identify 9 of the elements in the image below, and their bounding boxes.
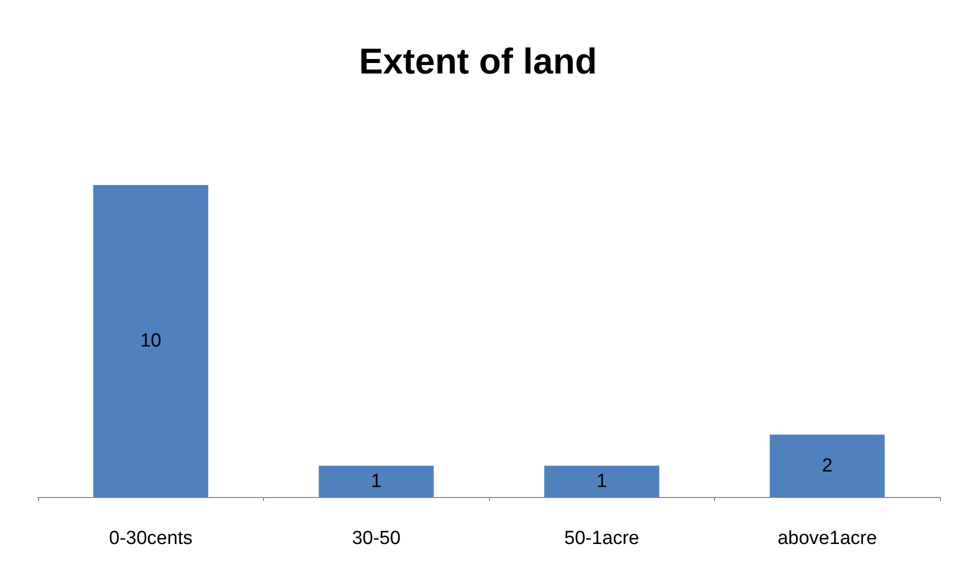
data-label: 10 (140, 330, 162, 352)
data-label: 2 (822, 455, 833, 476)
x-tick-label: 0-30cents (109, 528, 192, 549)
chart-title: Extent of land (358, 40, 598, 82)
x-tick-label: above1acre (778, 528, 877, 549)
data-label: 1 (370, 470, 382, 492)
x-tick-label: 50-1acre (564, 528, 640, 549)
data-label: 1 (596, 470, 608, 492)
x-tick-label: 30-50 (352, 528, 401, 549)
